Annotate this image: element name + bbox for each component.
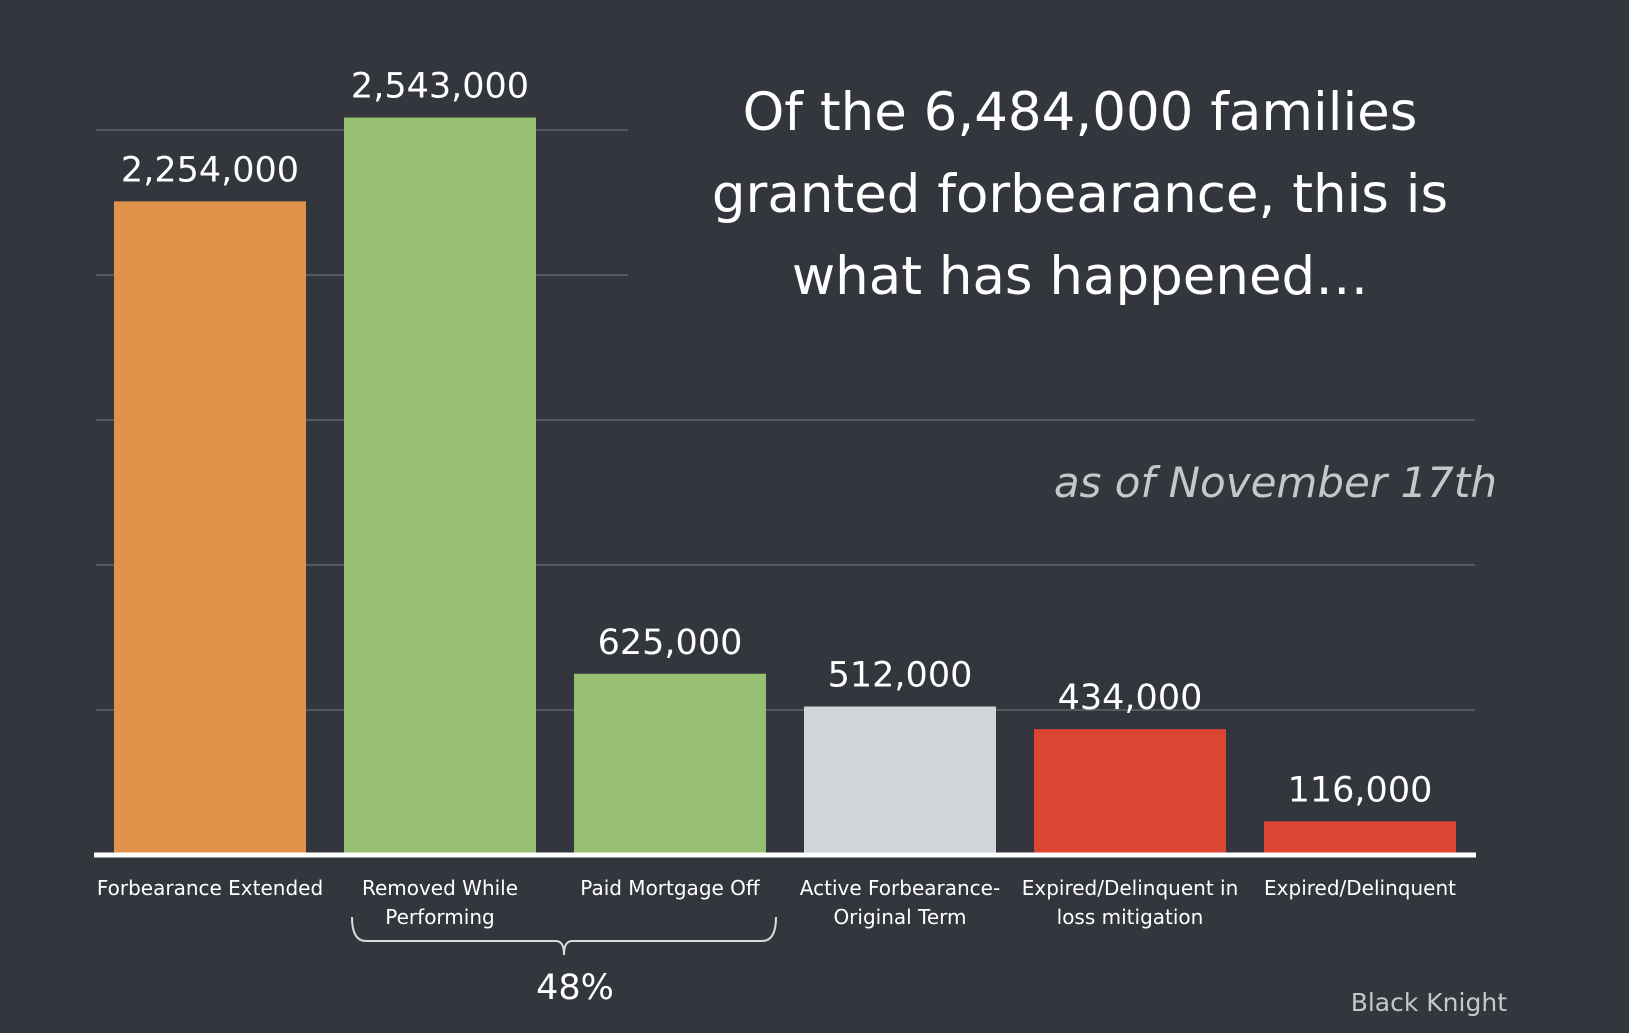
chart-title: Of the 6,484,000 families granted forbea… [711, 82, 1449, 307]
bar-5 [1034, 729, 1226, 855]
category-label-line: Original Term [833, 905, 967, 929]
category-label-line: Expired/Delinquent in [1021, 876, 1239, 900]
category-label-line: Forbearance Extended [96, 876, 324, 900]
category-label-line: Expired/Delinquent [1264, 876, 1456, 900]
category-label: Forbearance Extended [95, 874, 325, 903]
value-label: 434,000 [1058, 678, 1203, 718]
category-label: Paid Mortgage Off [555, 874, 785, 903]
value-label: 625,000 [598, 623, 743, 663]
category-label: Expired/Delinquent in loss mitigation [1015, 874, 1245, 932]
value-label: 2,543,000 [351, 67, 529, 107]
category-label-line: Performing [385, 905, 495, 929]
bar-1 [114, 201, 306, 856]
bar-4 [804, 706, 996, 855]
category-label-line: loss mitigation [1056, 905, 1204, 929]
category-label-line: Active Forbearance- [799, 876, 1001, 900]
bracket-brace [351, 916, 777, 956]
category-label: Active Forbearance- Original Term [785, 874, 1015, 932]
chart-subtitle: as of November 17th [1053, 458, 1497, 507]
value-label: 116,000 [1288, 770, 1433, 810]
category-label: Removed While Performing [325, 874, 555, 932]
source-label: Black Knight [1350, 988, 1507, 1017]
bar-3 [574, 673, 766, 855]
value-label: 512,000 [828, 656, 973, 696]
category-label-line: Removed While [361, 876, 519, 900]
value-label: 2,254,000 [121, 150, 299, 190]
bracket-percent-label: 48% [536, 968, 614, 1008]
category-label: Expired/Delinquent [1245, 874, 1475, 903]
bar-6 [1264, 821, 1456, 855]
bar-2 [344, 117, 536, 855]
category-label-line: Paid Mortgage Off [580, 876, 760, 900]
